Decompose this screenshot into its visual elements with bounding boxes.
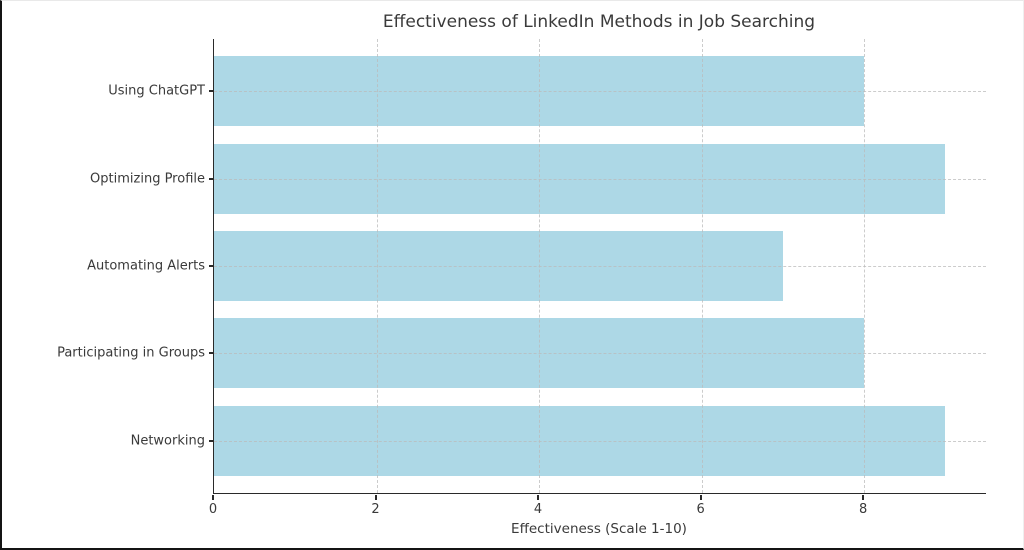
y-tick-label-automating-alerts: Automating Alerts	[87, 258, 205, 274]
y-tick-mark	[209, 177, 215, 180]
y-tick-mark	[209, 265, 215, 267]
x-tick-label-2: 2	[371, 502, 380, 517]
x-axis: 0 2 4 6 8	[209, 494, 985, 528]
x-tick-label-8: 8	[858, 502, 868, 517]
y-tick-mark	[209, 90, 215, 93]
x-axis-title: Effectiveness (Scale 1-10)	[511, 521, 687, 537]
y-tick-label-participating-in-groups: Participating in Groups	[57, 345, 205, 361]
x-tick-mark-6	[699, 495, 702, 500]
x-tick-mark-2	[374, 495, 377, 500]
x-tick-mark-8	[862, 495, 865, 500]
y-tick-label-networking: Networking	[130, 433, 205, 449]
x-tick-label-4: 4	[533, 502, 543, 517]
y-tick-label-optimizing-profile: Optimizing Profile	[90, 171, 205, 187]
x-tick-mark-0	[212, 495, 214, 500]
plot-area	[213, 39, 986, 494]
gridline-y-networking	[214, 440, 986, 442]
chart-title: Effectiveness of LinkedIn Methods in Job…	[382, 12, 816, 32]
gridline-y-using-chatgpt	[214, 91, 986, 93]
y-tick-mark	[209, 352, 215, 355]
x-tick-label-6: 6	[696, 502, 705, 517]
gridline-y-optimizing-profile	[214, 178, 986, 180]
y-tick-label-using-chatgpt: Using ChatGPT	[108, 83, 205, 99]
x-tick-label-0: 0	[208, 502, 218, 517]
bar-automating-alerts	[214, 231, 783, 301]
gridline-y-participating-in-groups	[214, 353, 986, 355]
x-tick-mark-4	[537, 495, 540, 500]
gridline-y-automating-alerts	[214, 266, 986, 267]
y-tick-mark	[209, 439, 215, 442]
y-axis-labels: Using ChatGPT Optimizing Profile Automatin…	[2, 39, 215, 493]
